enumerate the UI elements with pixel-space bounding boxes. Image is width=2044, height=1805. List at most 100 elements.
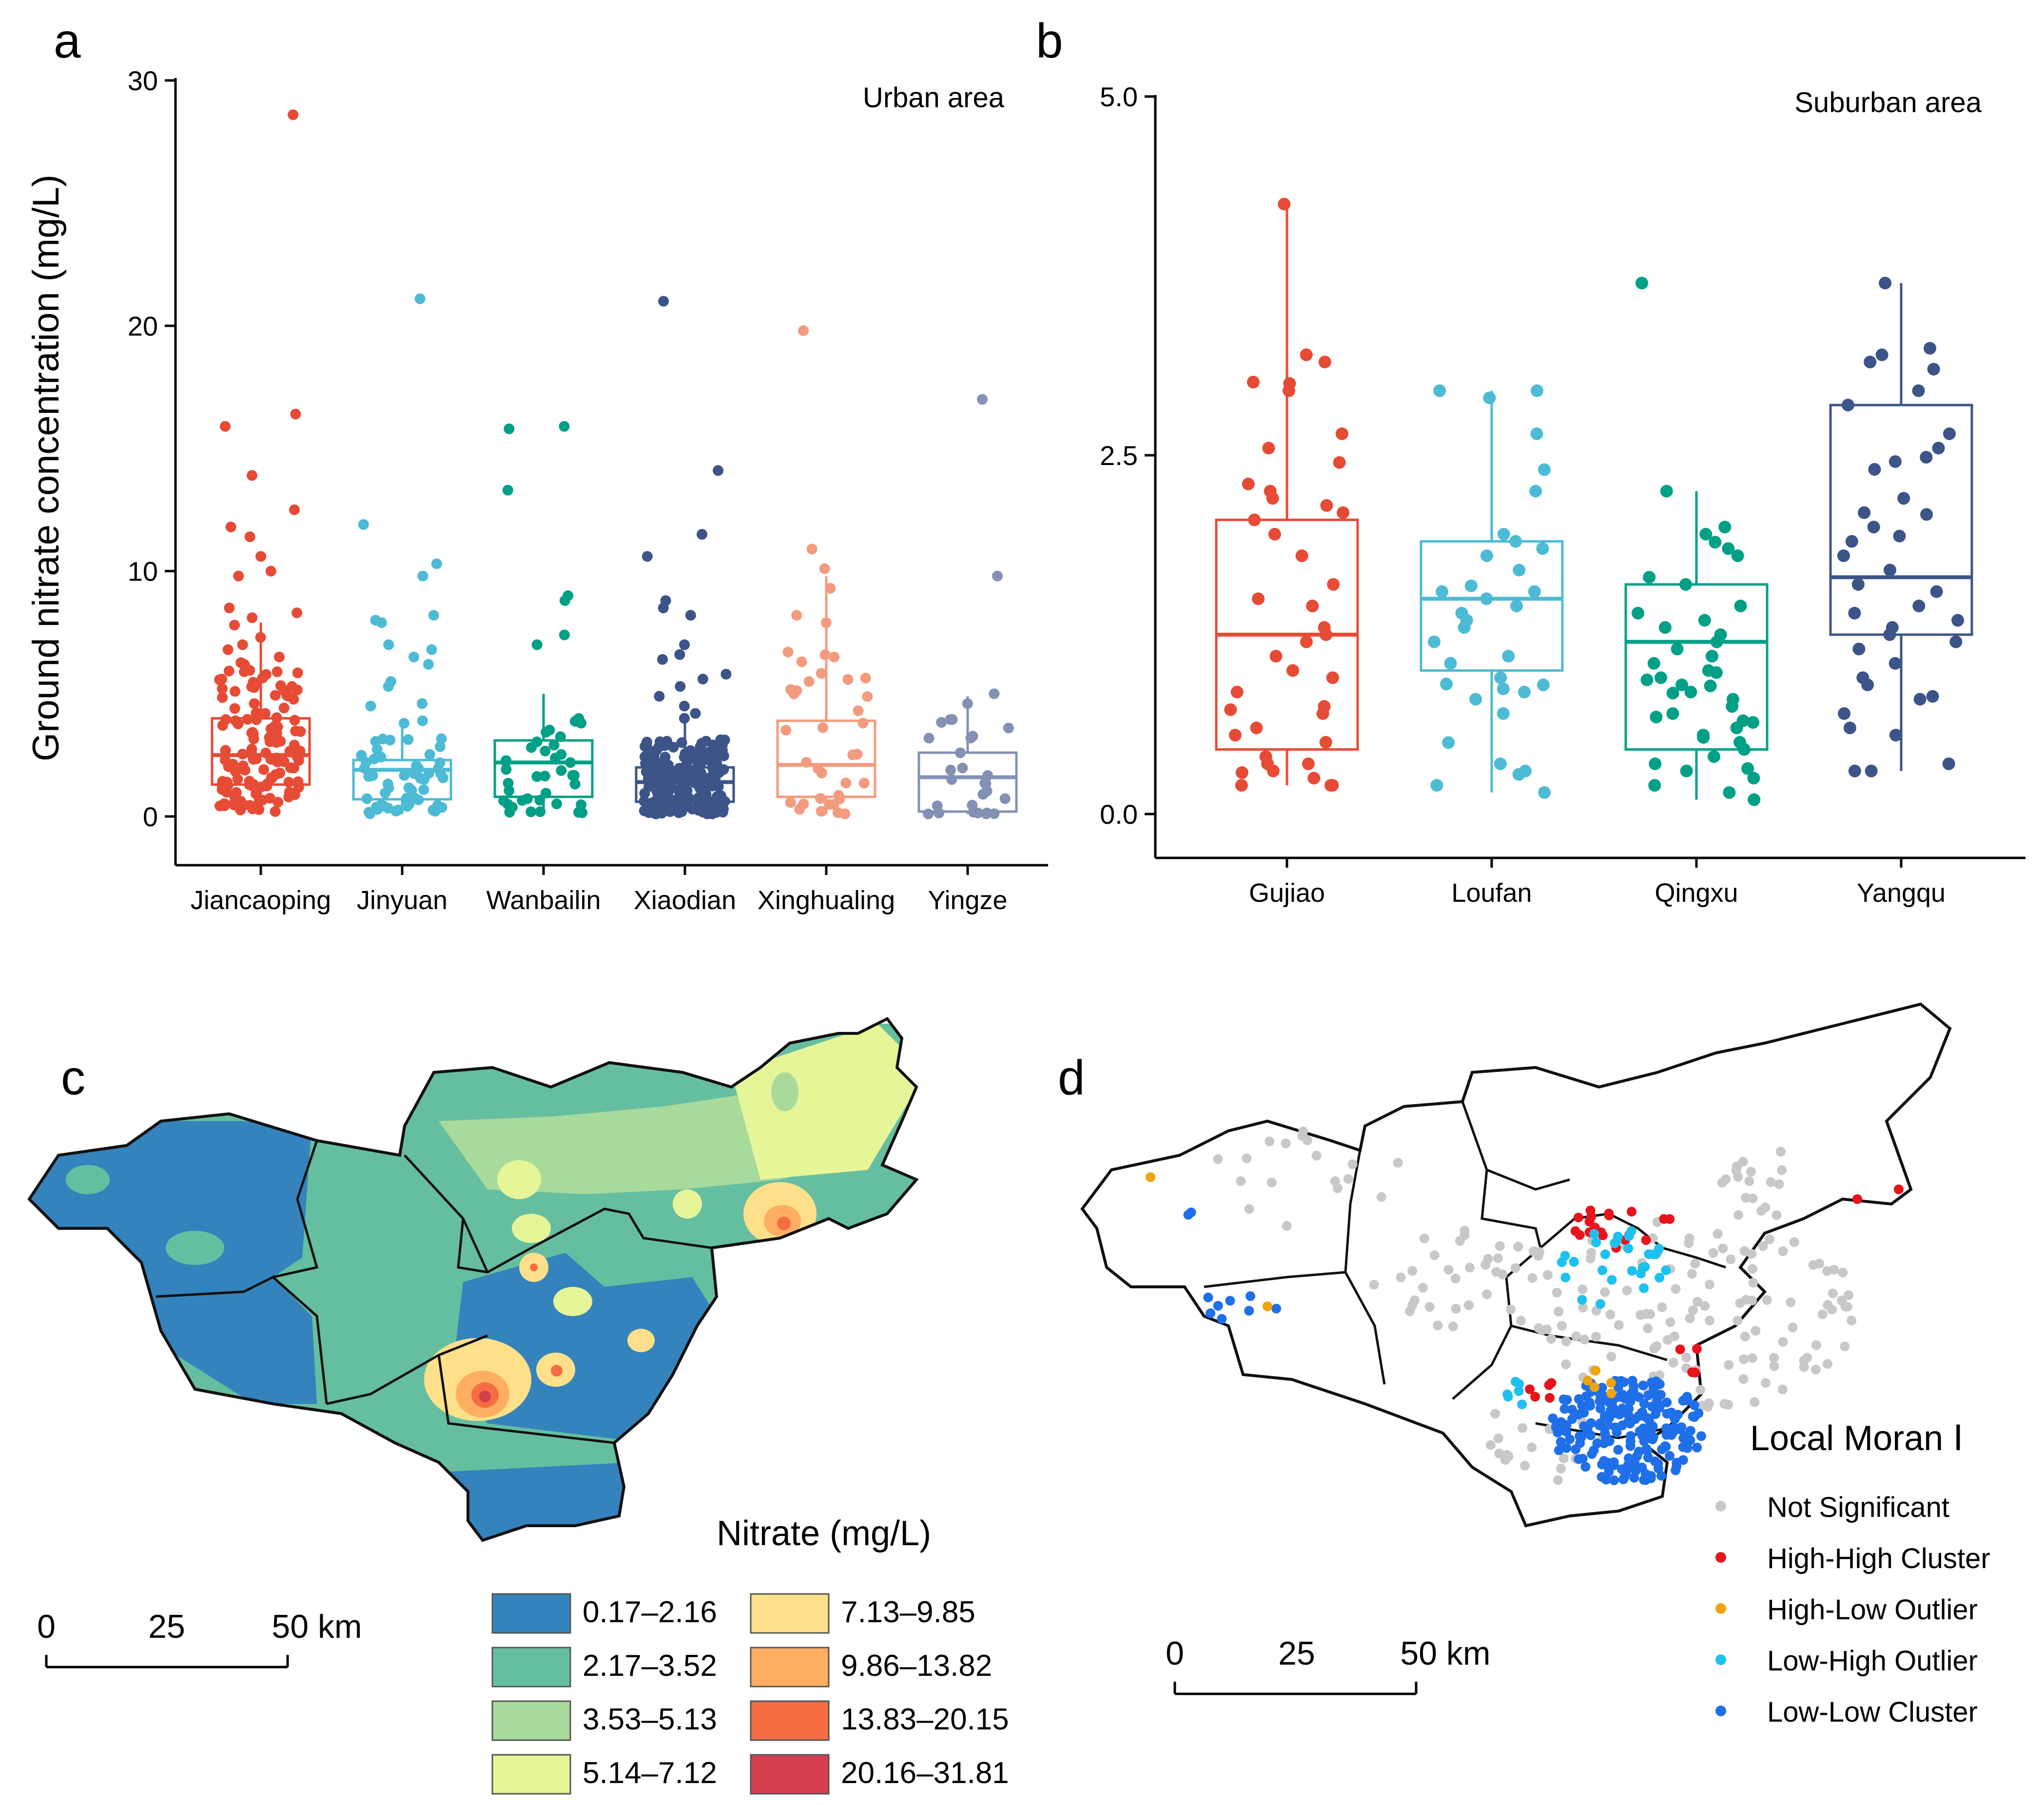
scale-tick-50: 50 km bbox=[1400, 1635, 1490, 1672]
data-point bbox=[689, 803, 700, 814]
data-point bbox=[383, 639, 394, 650]
data-point bbox=[231, 787, 242, 798]
low-high-outlier-point bbox=[1638, 1283, 1649, 1293]
data-point bbox=[1920, 508, 1933, 521]
not-significant-point bbox=[1376, 1192, 1386, 1202]
low-low-cluster-point bbox=[1625, 1396, 1635, 1406]
not-significant-point bbox=[1777, 1384, 1788, 1395]
data-point bbox=[1924, 342, 1937, 355]
data-point bbox=[1680, 764, 1693, 777]
data-point bbox=[270, 769, 281, 780]
data-point bbox=[815, 793, 826, 804]
data-point bbox=[1320, 499, 1333, 512]
data-point bbox=[1655, 671, 1668, 684]
data-point bbox=[713, 802, 724, 813]
data-point bbox=[1228, 729, 1242, 742]
panel-c-nitrate-map: c bbox=[27, 1017, 1009, 1795]
data-point bbox=[258, 764, 270, 775]
not-significant-point bbox=[1407, 1266, 1418, 1276]
data-point bbox=[697, 529, 708, 540]
x-tick-label: Gujiao bbox=[1249, 878, 1325, 908]
not-significant-point bbox=[1649, 1343, 1659, 1354]
low-low-cluster-point bbox=[1556, 1417, 1566, 1427]
low-low-cluster-point bbox=[1600, 1431, 1611, 1441]
data-point bbox=[270, 690, 281, 701]
data-point bbox=[1718, 521, 1732, 534]
data-point bbox=[414, 293, 426, 304]
not-significant-point bbox=[1265, 1136, 1275, 1146]
data-point bbox=[1538, 786, 1551, 799]
low-low-cluster-point bbox=[1624, 1404, 1634, 1414]
not-significant-point bbox=[1527, 1273, 1538, 1283]
high-low-outlier-point bbox=[1146, 1172, 1155, 1182]
data-point bbox=[690, 708, 701, 719]
data-point bbox=[1268, 527, 1281, 541]
data-point bbox=[1704, 679, 1717, 693]
low-high-outlier-point bbox=[1661, 1265, 1671, 1276]
data-point bbox=[977, 394, 988, 405]
legend-label: 0.17–2.16 bbox=[583, 1595, 717, 1629]
data-point bbox=[1710, 666, 1723, 679]
low-low-cluster-point bbox=[1692, 1442, 1702, 1453]
data-point bbox=[1643, 571, 1656, 584]
data-point bbox=[711, 753, 722, 764]
data-point bbox=[1224, 703, 1237, 716]
not-significant-point bbox=[1419, 1233, 1429, 1243]
not-significant-point bbox=[1281, 1138, 1291, 1148]
data-point bbox=[1337, 506, 1350, 519]
not-significant-point bbox=[1670, 1331, 1680, 1341]
not-significant-point bbox=[1407, 1300, 1418, 1310]
panel-label-d: d bbox=[1058, 1050, 1085, 1105]
boxes bbox=[211, 576, 1018, 814]
not-significant-point bbox=[1554, 1306, 1564, 1317]
data-point bbox=[292, 667, 303, 679]
not-significant-point bbox=[1778, 1246, 1788, 1256]
not-significant-point bbox=[1450, 1273, 1460, 1283]
data-point bbox=[1640, 673, 1654, 686]
data-point bbox=[221, 777, 233, 788]
low-low-cluster-point bbox=[1625, 1441, 1635, 1451]
data-point bbox=[1883, 563, 1896, 577]
low-low-cluster-point bbox=[1618, 1474, 1629, 1484]
not-significant-point bbox=[1750, 1397, 1760, 1407]
box-jiancaoping bbox=[211, 717, 311, 786]
data-point bbox=[999, 793, 1011, 804]
high-high-cluster-point bbox=[1894, 1184, 1904, 1194]
low-high-outlier-point bbox=[1577, 1295, 1587, 1305]
data-point bbox=[270, 806, 281, 817]
data-point bbox=[816, 767, 827, 778]
low-low-cluster-point bbox=[1213, 1300, 1223, 1311]
data-point bbox=[356, 750, 367, 761]
not-significant-point bbox=[1838, 1267, 1848, 1278]
data-point bbox=[1888, 657, 1902, 670]
legend-swatch bbox=[491, 1593, 571, 1634]
x-tick-label: Jiancaoping bbox=[191, 886, 331, 915]
legend-swatch bbox=[491, 1647, 571, 1688]
data-point bbox=[540, 745, 551, 757]
not-significant-point bbox=[1799, 1362, 1809, 1372]
data-point bbox=[1709, 536, 1722, 549]
data-point bbox=[1261, 757, 1274, 770]
high-high-cluster-point bbox=[1641, 1235, 1651, 1245]
high-high-cluster-point bbox=[1675, 1344, 1685, 1355]
data-point bbox=[365, 700, 376, 712]
data-point bbox=[1327, 578, 1340, 591]
data-point bbox=[1510, 600, 1523, 613]
low-low-cluster-point bbox=[1614, 1392, 1624, 1402]
not-significant-point bbox=[1343, 1174, 1353, 1184]
data-point bbox=[426, 644, 437, 655]
data-point bbox=[697, 674, 708, 685]
data-point bbox=[367, 770, 378, 781]
low-high-outlier-point bbox=[1569, 1257, 1579, 1267]
district-boundaries bbox=[156, 1140, 712, 1444]
not-significant-point bbox=[1561, 1337, 1571, 1347]
data-point bbox=[531, 736, 543, 747]
not-significant-point bbox=[1786, 1297, 1796, 1307]
not-significant-point bbox=[1498, 1269, 1508, 1280]
legend-label: 20.16–31.81 bbox=[841, 1756, 1009, 1790]
high-high-cluster-point bbox=[1546, 1378, 1557, 1388]
data-points bbox=[1224, 197, 1965, 806]
data-point bbox=[674, 789, 685, 800]
data-point bbox=[1868, 463, 1881, 476]
data-point bbox=[817, 722, 828, 733]
